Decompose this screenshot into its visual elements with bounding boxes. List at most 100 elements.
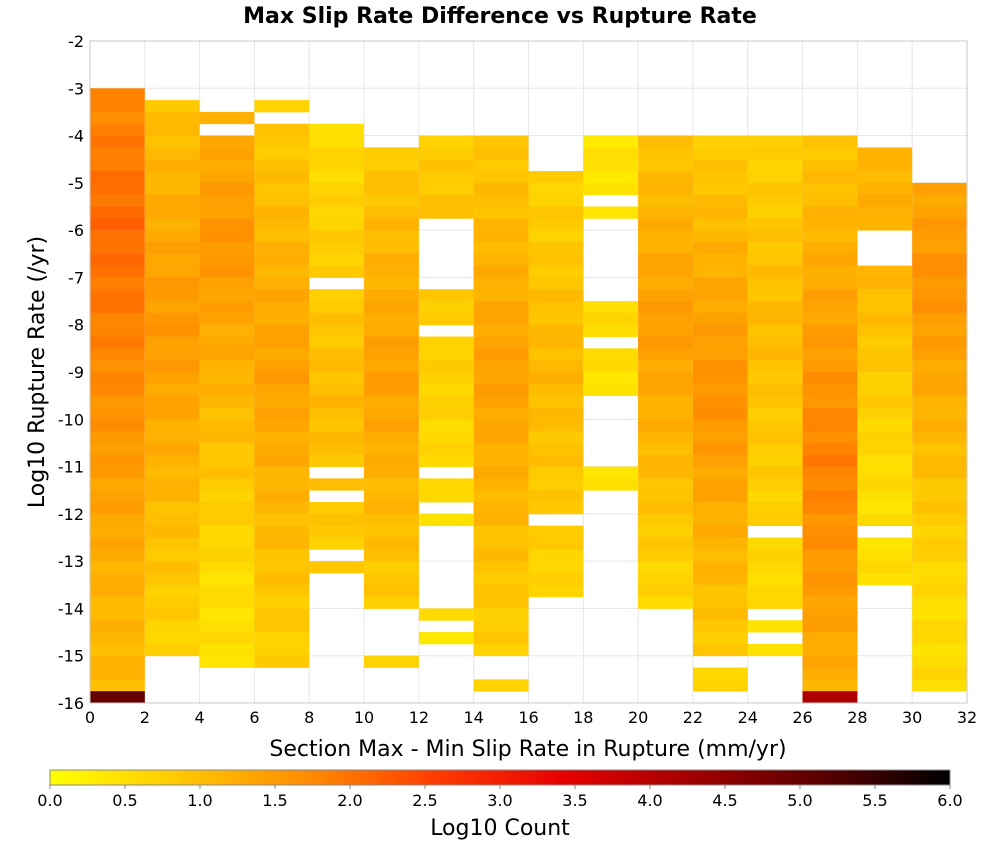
heatmap-cell (144, 182, 200, 196)
heatmap-cell (747, 620, 803, 633)
heatmap-cell (254, 407, 310, 420)
heatmap-cell (473, 632, 529, 645)
heatmap-cell (418, 147, 474, 160)
heatmap-cell (912, 230, 967, 243)
heatmap-cell (254, 312, 310, 326)
heatmap-cell (912, 265, 967, 278)
heatmap-cell (144, 454, 200, 467)
heatmap-cell (90, 88, 145, 101)
heatmap-cell (254, 100, 310, 113)
heatmap-cell (364, 537, 419, 550)
heatmap-cell (309, 218, 365, 231)
heatmap-cell (90, 502, 145, 515)
heatmap-cell (857, 301, 913, 314)
heatmap-cell (912, 442, 967, 456)
heatmap-cell (528, 561, 584, 574)
x-tick-label: 20 (628, 708, 648, 727)
heatmap-cell (692, 596, 748, 609)
heatmap-cell (692, 643, 748, 657)
heatmap-cell (857, 289, 913, 302)
heatmap-cell (309, 513, 365, 527)
heatmap-cell (418, 194, 474, 207)
heatmap-cell (144, 360, 200, 373)
heatmap-cell (418, 395, 474, 408)
heatmap-cell (309, 383, 365, 397)
heatmap-cell (254, 206, 310, 219)
heatmap-cell (418, 135, 474, 148)
heatmap-cell (528, 194, 584, 207)
heatmap-cell (802, 419, 858, 432)
heatmap-cell (90, 537, 145, 550)
heatmap-cell (473, 289, 529, 302)
heatmap-cell (802, 348, 858, 361)
heatmap-cell (802, 218, 858, 231)
heatmap-cell (254, 655, 310, 668)
heatmap-cell (473, 679, 529, 692)
heatmap-cell (528, 230, 584, 243)
heatmap-cell (638, 324, 693, 337)
heatmap-cell (199, 324, 255, 337)
heatmap-cell (912, 466, 967, 479)
heatmap-cell (912, 549, 967, 562)
heatmap-cell (199, 171, 255, 184)
x-tick-label: 14 (464, 708, 484, 727)
heatmap-cell (90, 572, 145, 586)
colorbar-tick-label: 5.0 (787, 791, 812, 810)
heatmap-cell (912, 525, 967, 538)
heatmap-cell (638, 159, 693, 172)
heatmap-cell (364, 194, 419, 207)
heatmap-cell (802, 147, 858, 160)
heatmap-cell (528, 301, 584, 314)
heatmap-cell (364, 277, 419, 290)
heatmap-cell (473, 561, 529, 574)
heatmap-cell (857, 218, 913, 231)
heatmap-cell (638, 525, 693, 538)
heatmap-cell (912, 218, 967, 231)
heatmap-cell (473, 407, 529, 420)
heatmap-cell (199, 135, 255, 148)
heatmap-cell (418, 407, 474, 420)
heatmap-cell (90, 312, 145, 326)
heatmap-cell (857, 561, 913, 574)
heatmap-cell (309, 230, 365, 243)
heatmap-cell (692, 277, 748, 290)
heatmap-cell (692, 206, 748, 219)
heatmap-cell (144, 466, 200, 479)
heatmap-cell (199, 383, 255, 397)
heatmap-cell (90, 241, 145, 255)
heatmap-cell (802, 277, 858, 290)
y-tick-label: -8 (68, 316, 84, 335)
heatmap-cell (912, 289, 967, 302)
heatmap-cell (199, 561, 255, 574)
heatmap-cell (747, 419, 803, 432)
heatmap-cell (802, 549, 858, 562)
heatmap-cell (364, 372, 419, 385)
heatmap-cell (912, 478, 967, 491)
heatmap-cell (144, 301, 200, 314)
heatmap-cell (199, 289, 255, 302)
heatmap-cell (638, 431, 693, 444)
heatmap-cell (912, 632, 967, 645)
heatmap-cell (692, 490, 748, 503)
heatmap-cell (144, 253, 200, 267)
heatmap-cell (583, 478, 639, 491)
heatmap-cell (199, 431, 255, 444)
heatmap-cell (364, 502, 419, 515)
heatmap-cell (418, 490, 474, 503)
heatmap-cell (473, 324, 529, 337)
heatmap-cell (309, 360, 365, 373)
heatmap-cell (473, 182, 529, 196)
heatmap-cell (802, 490, 858, 503)
heatmap-cell (309, 147, 365, 160)
heatmap-cell (692, 572, 748, 586)
heatmap-cell (90, 632, 145, 645)
heatmap-cell (747, 643, 803, 657)
heatmap-cell (528, 454, 584, 467)
heatmap-cell (473, 336, 529, 349)
heatmap-cell (638, 277, 693, 290)
heatmap-cell (528, 383, 584, 397)
heatmap-cell (473, 584, 529, 598)
heatmap-cell (528, 549, 584, 562)
heatmap-cell (364, 549, 419, 562)
